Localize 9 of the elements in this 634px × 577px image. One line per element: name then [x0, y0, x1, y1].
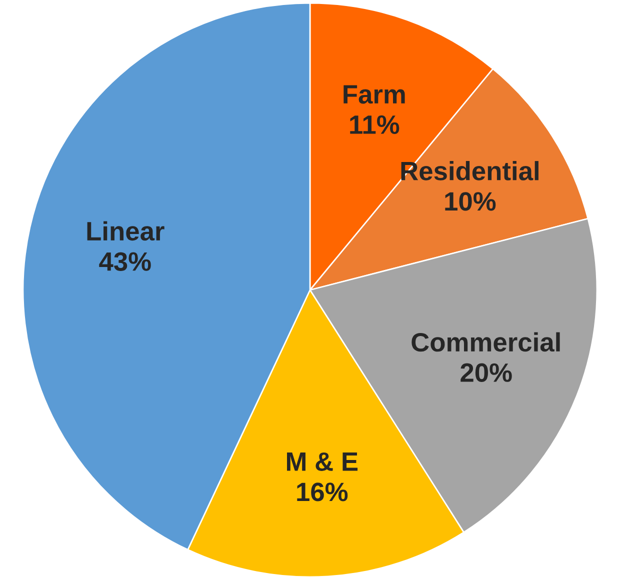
data-label: 11% [350, 115, 400, 134]
data-label: 20% [460, 363, 512, 382]
slice-label: Linear [87, 221, 164, 241]
data-label: 43% [99, 252, 151, 271]
data-label: 10% [445, 192, 496, 211]
slice-label: Commercial [412, 332, 560, 352]
data-label: 16% [297, 482, 348, 502]
slice-label: M & E [287, 452, 358, 471]
slice-label: Farm [344, 85, 405, 104]
